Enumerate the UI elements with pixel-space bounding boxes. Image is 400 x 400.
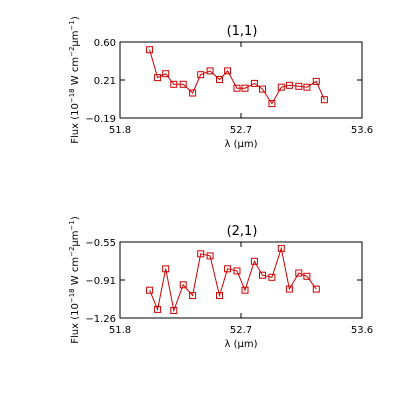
panel-2-data-point	[224, 265, 232, 273]
panel-2-data-point	[241, 286, 249, 294]
panel-2-xtick-label-mid: 52.7	[230, 325, 252, 336]
panel-1-data-point	[295, 82, 303, 90]
panel-1-data-point	[179, 80, 187, 88]
panel-1-data-point	[233, 84, 241, 92]
panel-1-xlabel: λ (μm)	[224, 139, 257, 150]
panel-1-ytick-label-bot: −0.19	[85, 114, 116, 125]
panel-2-xlabel: λ (μm)	[224, 339, 257, 350]
panel-2-xtick-label-left: 51.8	[109, 325, 131, 336]
panel-1-xtick-label-left: 51.8	[109, 125, 131, 136]
panel-1-data-point	[216, 76, 223, 83]
panel-2-data-point	[285, 285, 293, 293]
panel-1-data-point	[197, 71, 205, 79]
panel-2-ytick-label-bot: −1.26	[85, 314, 116, 325]
panel-2-data-point	[277, 244, 285, 252]
panel-1-data-point	[154, 74, 162, 82]
panel-2-data-point	[179, 281, 187, 289]
panel-2-data-point	[197, 250, 205, 258]
panel-1-series-line	[149, 49, 325, 105]
panel-2-title: (2,1)	[227, 224, 258, 239]
panel-1-plot-area	[119, 41, 363, 119]
panel-1-xtick-label-right: 53.6	[351, 125, 373, 136]
panel-2-series-line	[149, 246, 317, 313]
panel-1-ytick-label-mid: 0.21	[94, 76, 116, 87]
panel-1-data-point	[224, 67, 232, 75]
panel-2-data-point	[206, 252, 214, 260]
panel-1-data-point	[320, 96, 328, 104]
panel-1-data-point	[303, 83, 311, 91]
panel-1-data-point	[285, 81, 293, 89]
panel-1-data-point	[206, 67, 214, 75]
panel-1-title: (1,1)	[227, 24, 258, 39]
panel-2-xtick-label-right: 53.6	[351, 325, 373, 336]
panel-2-data-layer	[146, 244, 320, 314]
panel-2-data-point	[162, 265, 170, 273]
panel-2: (2,1) −0.55 −0.91 −1.26 51.8 52.7 53.6 λ…	[68, 216, 373, 350]
panel-2-data-point	[189, 292, 197, 299]
panel-2-data-point	[295, 269, 303, 277]
panel-1-data-point	[268, 100, 276, 108]
panel-2-data-point	[216, 292, 223, 299]
panel-1-data-point	[170, 80, 178, 88]
panel-1-ytick-label-top: 0.60	[94, 38, 116, 49]
panel-2-data-point	[259, 271, 266, 279]
panel-1-data-layer	[146, 46, 328, 108]
panel-2-ytick-label-top: −0.55	[85, 238, 116, 249]
panel-1-data-point	[277, 83, 285, 91]
panel-2-data-point	[146, 286, 154, 294]
panel-1-data-point	[146, 46, 154, 54]
panel-2-data-point	[250, 257, 258, 265]
panel-1-data-point	[259, 85, 266, 93]
panel-1-data-point	[189, 89, 197, 97]
panel-2-data-point	[268, 273, 276, 281]
panel-1-ylabel: Flux (10−18 W cm−2μm−1)	[68, 16, 81, 144]
panel-1: (1,1) 0.60 0.21 −0.19 51.8 52.7 53.6 λ (…	[68, 16, 373, 150]
panel-2-data-point	[170, 307, 178, 314]
panel-2-data-point	[312, 285, 320, 293]
panel-1-data-point	[241, 84, 249, 92]
panel-1-data-point	[312, 77, 320, 85]
panel-2-ylabel: Flux (10−18 W cm−2μm−1)	[68, 216, 81, 344]
panel-2-ytick-label-mid: −0.91	[85, 276, 116, 287]
panel-1-data-point	[162, 70, 170, 78]
panel-2-data-point	[303, 272, 311, 280]
panel-1-data-point	[250, 79, 258, 87]
panel-1-xtick-label-mid: 52.7	[230, 125, 252, 136]
panel-2-data-point	[233, 267, 241, 275]
panel-2-data-point	[154, 305, 162, 313]
